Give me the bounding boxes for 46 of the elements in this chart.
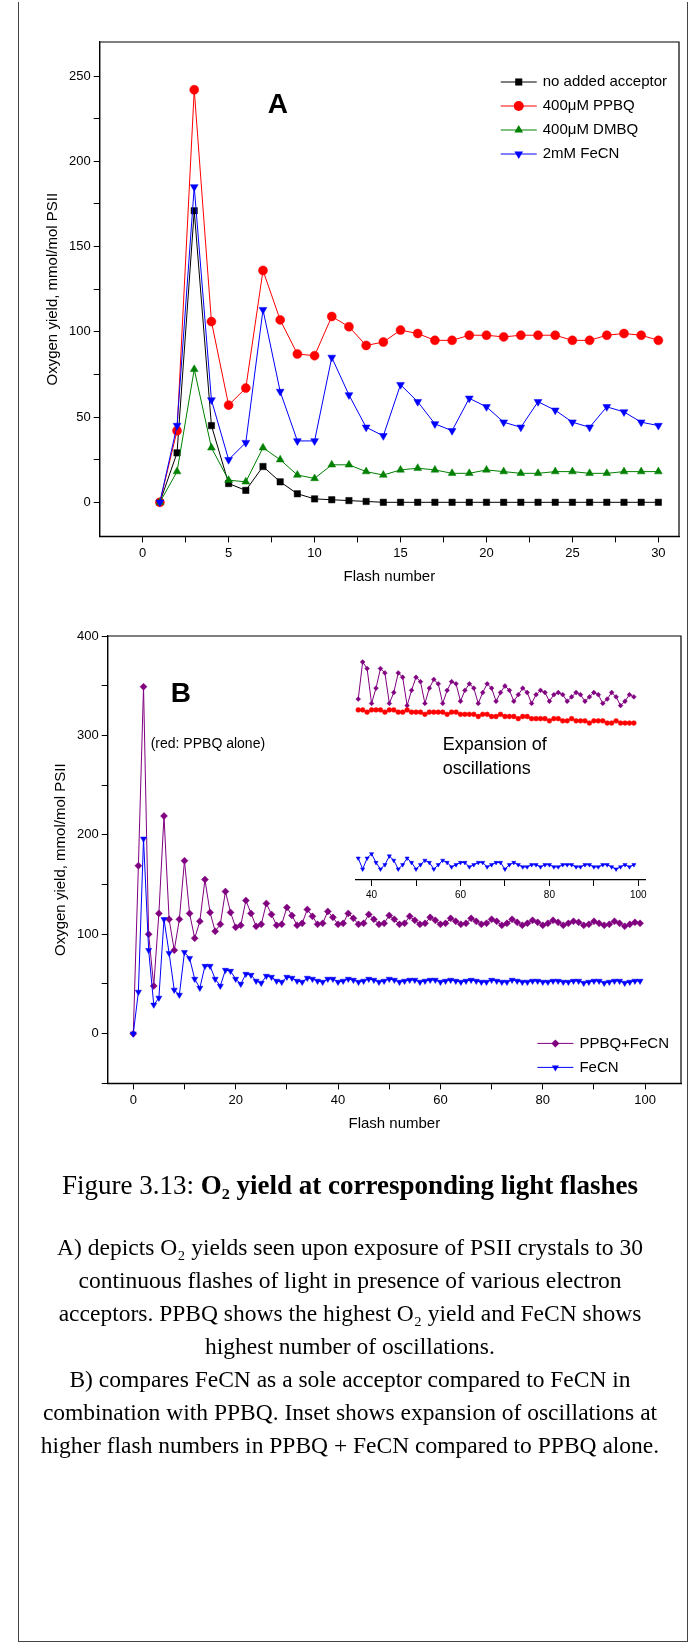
legend-label: FeCN	[579, 1057, 619, 1075]
y-axis-title: Oxygen yield, mmol/mol PSII	[43, 192, 61, 386]
y-tick-label: 100	[76, 925, 99, 941]
legend-label: 400μM DMBQ	[542, 120, 639, 138]
annotation: B	[170, 677, 191, 709]
y-tick-label: 50	[76, 408, 91, 424]
legend-label: 400μM PPBQ	[542, 96, 635, 114]
y-axis-title: Oxygen yield, mmol/mol PSII	[51, 763, 69, 956]
x-tick-label: 25	[565, 544, 580, 560]
y-tick-label: 100	[68, 323, 91, 339]
x-tick-label: 5	[225, 544, 233, 560]
y-tick-label: 400	[76, 627, 99, 643]
text: O₂ yield at corresponding light flashes	[200, 1170, 639, 1200]
annotation: Expansion of oscillations	[442, 734, 548, 779]
x-tick-label: 80	[543, 888, 556, 900]
x-tick-label: 20	[228, 1091, 243, 1107]
legend-label: PPBQ+FeCN	[579, 1033, 670, 1051]
x-tick-label: 20	[479, 544, 494, 560]
y-tick-label: 150	[68, 238, 91, 254]
x-tick-label: 60	[454, 888, 467, 900]
legend-label: no added acceptor	[542, 72, 667, 90]
text: A) depicts O₂ yields seen upon exposure of PSII crystals to 30 continuous flashes of light in presence of various electron acceptors. PPBQ shows the highest O₂ yield and FeCN shows highest number of oscillations.	[56, 1233, 644, 1361]
x-tick-label: 60	[433, 1091, 448, 1107]
x-tick-label: 15	[393, 544, 408, 560]
x-tick-label: 0	[139, 544, 147, 560]
x-tick-label: 100	[634, 1091, 657, 1107]
text: Figure 3.13:	[61, 1170, 194, 1200]
y-tick-label: 200	[76, 826, 99, 842]
x-tick-label: 100	[629, 888, 648, 900]
x-tick-label: 0	[129, 1091, 137, 1107]
text: B) compares FeCN as a sole acceptor compared to FeCN in combination with PPBQ. Inset shows expansion of oscillations at higher flash numbers in PPBQ + FeCN compared to PPBQ alone.	[39, 1365, 661, 1460]
x-axis-title: Flash number	[343, 567, 436, 585]
y-tick-label: 200	[68, 152, 91, 168]
y-tick-label: 0	[83, 493, 91, 509]
y-tick-label: 0	[91, 1025, 99, 1041]
x-tick-label: 10	[307, 544, 322, 560]
x-tick-label: 40	[330, 1091, 346, 1107]
x-tick-label: 30	[651, 544, 666, 560]
y-tick-label: 250	[68, 67, 91, 83]
annotation: A	[267, 88, 288, 120]
x-tick-label: 40	[366, 888, 378, 900]
y-tick-label: 300	[76, 727, 99, 742]
annotation: (red: PPBQ alone)	[150, 734, 266, 751]
legend-label: 2mM FeCN	[542, 144, 620, 162]
x-axis-title: Flash number	[348, 1114, 441, 1132]
x-tick-label: 80	[535, 1091, 551, 1107]
